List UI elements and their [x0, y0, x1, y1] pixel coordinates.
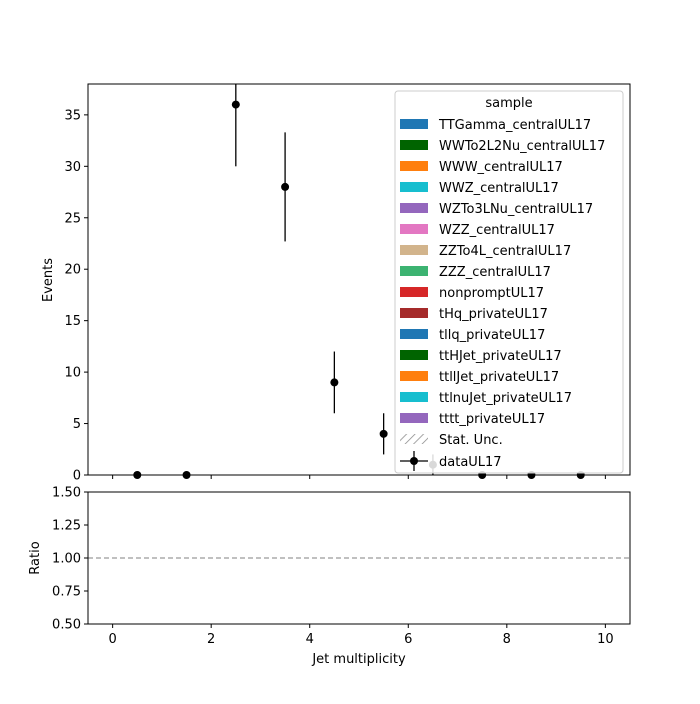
legend-entry-label: WWZ_centralUL17 [439, 181, 559, 196]
ratio-x-ticks: 0 2 4 6 8 10 [108, 624, 614, 647]
ratio-y-tick-label: 1.00 [52, 552, 81, 567]
legend-swatch [400, 413, 428, 423]
ratio-panel: 0.50 0.75 1.00 1.25 1.50 0 2 4 6 8 10 Ratio Jet m… [28, 486, 631, 667]
legend-entries: TTGamma_centralUL17 WWTo2L2Nu_centralUL17… [400, 118, 605, 427]
legend-entry-label: ZZZ_centralUL17 [439, 265, 551, 280]
data-point [330, 378, 339, 387]
ratio-y-axis-label: Ratio [28, 541, 43, 574]
main-y-ticks: 0 5 10 15 20 25 30 35 [64, 108, 88, 484]
main-y-tick-label: 25 [64, 211, 81, 226]
main-y-tick-label: 30 [64, 160, 81, 175]
legend-swatch [400, 119, 428, 129]
unc-hatch-swatch [400, 434, 428, 444]
data-point [379, 429, 388, 438]
legend-entry-label: ttHJet_privateUL17 [439, 349, 562, 364]
legend-entry-label: nonpromptUL17 [439, 286, 544, 301]
legend-entry-label: tttt_privateUL17 [439, 412, 545, 427]
main-panel: 0 5 10 15 20 25 30 35 Events [41, 83, 631, 484]
x-tick-label: 6 [404, 632, 412, 647]
legend-entry-label: ZZTo4L_centralUL17 [439, 244, 571, 259]
main-y-tick-label: 35 [64, 108, 81, 123]
ratio-y-tick-label: 0.50 [52, 618, 81, 633]
legend-swatch [400, 266, 428, 276]
legend-unc-label: Stat. Unc. [439, 433, 503, 448]
legend-swatch [400, 203, 428, 213]
legend-entry-label: ttllJet_privateUL17 [439, 370, 559, 385]
legend-swatch [400, 287, 428, 297]
legend-title: sample [485, 96, 532, 111]
legend-entry-label: WZTo3LNu_centralUL17 [439, 202, 593, 217]
main-y-tick-label: 15 [64, 314, 81, 329]
x-tick-label: 2 [207, 632, 215, 647]
legend-data-marker [410, 457, 418, 465]
ratio-y-tick-label: 0.75 [52, 585, 81, 600]
legend-swatch [400, 161, 428, 171]
x-tick-label: 4 [306, 632, 314, 647]
legend-entry-label: ttlnuJet_privateUL17 [439, 391, 572, 406]
legend-swatch [400, 308, 428, 318]
legend-swatch [400, 140, 428, 150]
legend-box [394, 90, 624, 474]
legend-entry-label: tllq_privateUL17 [439, 328, 545, 343]
legend-data-label: dataUL17 [439, 455, 502, 470]
main-y-tick-label: 10 [64, 366, 81, 381]
main-axes-frame [87, 83, 631, 476]
legend-entry-label: WZZ_centralUL17 [439, 223, 555, 238]
ratio-y-tick-label: 1.50 [52, 486, 81, 501]
legend-swatch [400, 350, 428, 360]
main-y-tick-label: 20 [64, 263, 81, 278]
x-tick-label: 8 [503, 632, 511, 647]
legend-swatch [400, 371, 428, 381]
legend-swatch [400, 182, 428, 192]
legend-entry-label: WWTo2L2Nu_centralUL17 [439, 139, 605, 154]
x-tick-label: 10 [597, 632, 614, 647]
legend-swatch [400, 392, 428, 402]
legend-unc-entry: Stat. Unc. [400, 433, 503, 448]
data-point [231, 100, 240, 109]
x-axis-label: Jet multiplicity [311, 652, 406, 667]
main-y-tick-label: 5 [73, 417, 81, 432]
legend-entry-label: tHq_privateUL17 [439, 307, 548, 322]
legend: sample TTGamma_centralUL17 WWTo2L2Nu_cent… [394, 90, 624, 474]
legend-swatch [400, 245, 428, 255]
legend-swatch [400, 224, 428, 234]
legend-entry-label: TTGamma_centralUL17 [438, 118, 591, 133]
legend-entry-label: WWW_centralUL17 [439, 160, 563, 175]
main-x-ticks [112, 475, 606, 479]
ratio-y-tick-label: 1.25 [52, 519, 81, 534]
ratio-y-ticks: 0.50 0.75 1.00 1.25 1.50 [52, 486, 88, 633]
x-tick-label: 0 [108, 632, 116, 647]
main-y-tick-label: 0 [73, 469, 81, 484]
legend-data-entry: dataUL17 [400, 451, 502, 471]
data-point [281, 182, 290, 191]
y-axis-label: Events [41, 258, 56, 302]
legend-swatch [400, 329, 428, 339]
